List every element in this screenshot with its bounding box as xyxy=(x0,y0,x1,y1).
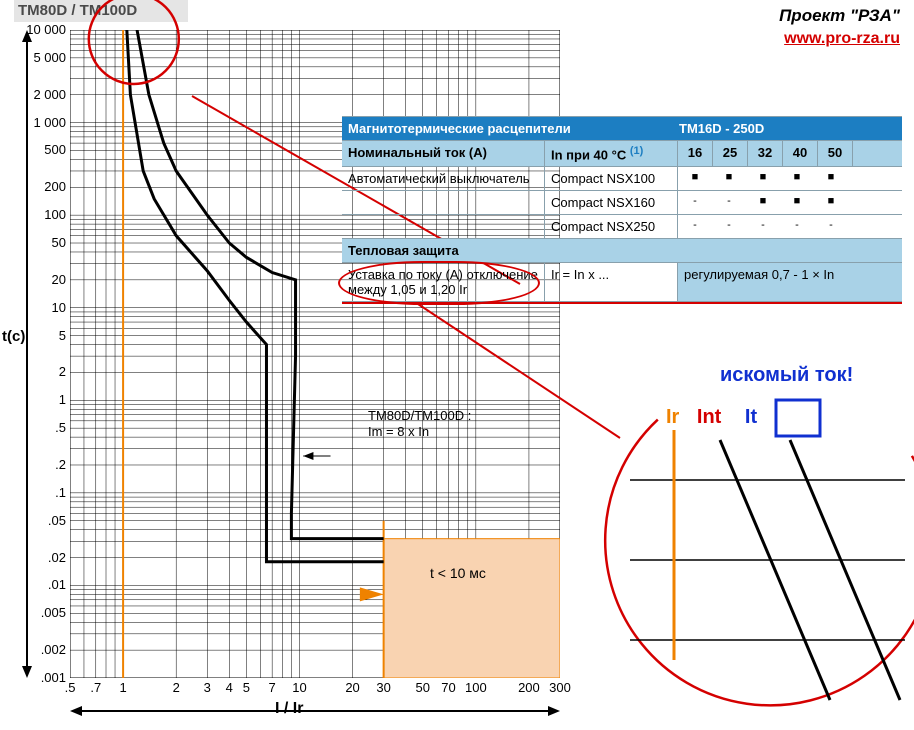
setting-adjustable: регулируемая 0,7 - 1 × In xyxy=(678,263,902,301)
x-tick: .5 xyxy=(58,680,82,695)
device-row: Compact NSX250----- xyxy=(342,215,902,239)
y-tick: 2 000 xyxy=(18,87,66,102)
device-model: Compact NSX250 xyxy=(545,215,678,238)
spec-table: Магнитотермические расцепители TM16D - 2… xyxy=(342,116,902,302)
zoom-labels: Ir Int It xyxy=(666,406,757,429)
y-tick: 10 000 xyxy=(18,22,66,37)
table-header-right: TM16D - 250D xyxy=(671,117,902,140)
device-label xyxy=(342,191,545,214)
x-tick: 200 xyxy=(517,680,541,695)
x-tick: 10 xyxy=(287,680,311,695)
x-tick: 1 xyxy=(111,680,135,695)
device-model: Compact NSX160 xyxy=(545,191,678,214)
curve-note: TM80D/TM100D : Im = 8 x In xyxy=(368,408,471,440)
device-marks: ----- xyxy=(678,215,902,238)
y-tick: .5 xyxy=(18,420,66,435)
label-it: It xyxy=(745,406,757,428)
setting-formula: Ir = In x ... xyxy=(545,263,678,301)
y-tick: 1 xyxy=(18,392,66,407)
device-row: Compact NSX160--■■■ xyxy=(342,191,902,215)
seek-current-label: искомый ток! xyxy=(720,364,853,387)
device-model: Compact NSX100 xyxy=(545,167,678,190)
row-nominal-label: Номинальный ток (A) xyxy=(342,141,545,166)
y-tick: 5 000 xyxy=(18,50,66,65)
x-tick: 7 xyxy=(260,680,284,695)
y-tick: .01 xyxy=(18,577,66,592)
y-tick: 2 xyxy=(18,364,66,379)
x-tick: 30 xyxy=(372,680,396,695)
t10-note: t < 10 мс xyxy=(430,565,486,581)
y-tick: 1 000 xyxy=(18,115,66,130)
device-marks: --■■■ xyxy=(678,191,902,214)
y-tick: .05 xyxy=(18,513,66,528)
device-label xyxy=(342,215,545,238)
y-tick: 5 xyxy=(18,328,66,343)
label-ir: Ir xyxy=(666,406,679,428)
x-axis-arrow xyxy=(70,704,560,718)
rating-value: 32 xyxy=(748,141,783,166)
x-tick: 2 xyxy=(164,680,188,695)
y-tick: 500 xyxy=(18,142,66,157)
x-tick: 300 xyxy=(548,680,572,695)
y-tick: 100 xyxy=(18,207,66,222)
device-label: Автоматический выключатель xyxy=(342,167,545,190)
x-tick: 5 xyxy=(234,680,258,695)
y-tick: .2 xyxy=(18,457,66,472)
y-tick: 50 xyxy=(18,235,66,250)
rating-value: 16 xyxy=(678,141,713,166)
rating-value: 50 xyxy=(818,141,853,166)
label-int: Int xyxy=(697,406,721,428)
device-row: Автоматический выключательCompact NSX100… xyxy=(342,167,902,191)
x-tick: 3 xyxy=(195,680,219,695)
y-tick: 200 xyxy=(18,179,66,194)
row-nominal-col2: In при 40 °C (1) xyxy=(545,141,678,166)
x-tick: 20 xyxy=(341,680,365,695)
rating-value: 40 xyxy=(783,141,818,166)
rating-value: 25 xyxy=(713,141,748,166)
y-tick: .02 xyxy=(18,550,66,565)
y-tick: 20 xyxy=(18,272,66,287)
thermal-section: Тепловая защита xyxy=(342,239,902,262)
y-tick: .005 xyxy=(18,605,66,620)
x-tick: 50 xyxy=(411,680,435,695)
x-tick: 70 xyxy=(437,680,461,695)
y-tick: 10 xyxy=(18,300,66,315)
device-marks: ■■■■■ xyxy=(678,167,902,190)
y-tick: .002 xyxy=(18,642,66,657)
x-tick: 100 xyxy=(464,680,488,695)
setting-label: Уставка по току (A) отключение между 1,0… xyxy=(342,263,545,301)
table-header-left: Магнитотермические расцепители xyxy=(342,117,671,140)
x-tick: .7 xyxy=(84,680,108,695)
y-tick: .1 xyxy=(18,485,66,500)
